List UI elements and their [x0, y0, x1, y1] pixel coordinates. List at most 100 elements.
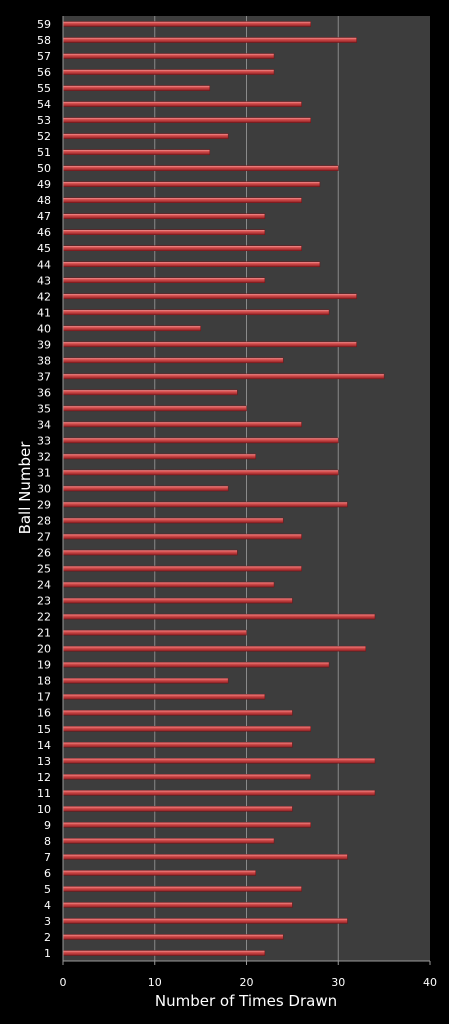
- bar-ball-43: [62, 277, 266, 284]
- y-tick-label: 53: [37, 114, 51, 127]
- y-tick-label: 9: [44, 819, 51, 832]
- y-tick-label: 2: [44, 931, 51, 944]
- y-tick-label: 35: [37, 402, 51, 415]
- y-tick-label: 28: [37, 515, 51, 528]
- bar-ball-40: [62, 325, 201, 332]
- y-tick-label: 24: [37, 579, 51, 592]
- bar-ball-26: [62, 549, 238, 556]
- bar-ball-48: [62, 197, 302, 203]
- y-tick-label: 42: [37, 290, 51, 303]
- y-tick-label: 54: [37, 98, 51, 111]
- bar-ball-25: [62, 565, 302, 572]
- bars: [62, 21, 385, 956]
- bar-ball-55: [62, 85, 211, 91]
- y-tick-label: 59: [37, 18, 51, 31]
- bar-ball-14: [62, 742, 293, 748]
- y-tick-label: 8: [44, 835, 51, 848]
- bar-ball-59: [62, 21, 311, 27]
- y-tick-label: 33: [37, 434, 51, 447]
- x-axis-title: Number of Times Drawn: [155, 992, 337, 1010]
- bar-ball-37: [62, 373, 385, 380]
- bar-ball-31: [62, 469, 339, 476]
- bar-ball-21: [62, 629, 247, 636]
- y-tick-label: 46: [37, 226, 51, 239]
- y-tick-labels: 1234567891011121314151617181920212223242…: [37, 18, 51, 960]
- y-tick-label: 13: [37, 755, 51, 768]
- bar-ball-36: [62, 389, 238, 396]
- y-tick-label: 55: [37, 82, 51, 95]
- bar-ball-24: [62, 581, 275, 588]
- y-tick-label: 51: [37, 146, 51, 159]
- bar-ball-32: [62, 453, 256, 460]
- bar-ball-39: [62, 341, 357, 348]
- y-tick-label: 48: [37, 194, 51, 207]
- y-tick-label: 22: [37, 611, 51, 624]
- y-tick-label: 49: [37, 178, 51, 191]
- y-tick-label: 40: [37, 322, 51, 335]
- bar-ball-47: [62, 213, 266, 219]
- y-tick-label: 19: [37, 659, 51, 672]
- y-tick-label: 44: [37, 258, 51, 271]
- y-tick-label: 10: [37, 803, 51, 816]
- bar-ball-29: [62, 501, 348, 508]
- bar-ball-54: [62, 101, 302, 107]
- y-tick-label: 37: [37, 370, 51, 383]
- y-tick-label: 31: [37, 466, 51, 479]
- bar-ball-15: [62, 726, 311, 732]
- bar-ball-8: [62, 838, 275, 844]
- bar-ball-28: [62, 517, 284, 524]
- bar-ball-12: [62, 774, 311, 780]
- bar-ball-34: [62, 421, 302, 428]
- bar-ball-11: [62, 790, 376, 796]
- y-tick-label: 52: [37, 130, 51, 143]
- bar-ball-19: [62, 661, 330, 668]
- y-tick-label: 14: [37, 739, 51, 752]
- bar-ball-18: [62, 677, 229, 684]
- y-tick-label: 18: [37, 675, 51, 688]
- bar-ball-49: [62, 181, 321, 187]
- bar-ball-17: [62, 693, 266, 700]
- y-tick-label: 20: [37, 643, 51, 656]
- y-tick-label: 15: [37, 723, 51, 736]
- bar-ball-3: [62, 918, 348, 924]
- bar-ball-20: [62, 645, 367, 652]
- bar-ball-5: [62, 886, 302, 892]
- y-tick-label: 25: [37, 563, 51, 576]
- y-tick-label: 4: [44, 899, 51, 912]
- y-tick-label: 30: [37, 483, 51, 496]
- bar-ball-27: [62, 533, 302, 540]
- bar-ball-10: [62, 806, 293, 812]
- y-tick-label: 34: [37, 418, 51, 431]
- x-tick-label: 30: [331, 976, 345, 989]
- bar-ball-53: [62, 117, 311, 123]
- y-tick-label: 32: [37, 450, 51, 463]
- y-tick-label: 21: [37, 627, 51, 640]
- bar-ball-1: [62, 950, 266, 956]
- y-tick-label: 56: [37, 66, 51, 79]
- x-tick-label: 10: [148, 976, 162, 989]
- bar-ball-57: [62, 53, 275, 59]
- y-tick-label: 5: [44, 883, 51, 896]
- y-tick-label: 3: [44, 915, 51, 928]
- y-tick-label: 50: [37, 162, 51, 175]
- bar-ball-51: [62, 149, 211, 155]
- y-tick-label: 6: [44, 867, 51, 880]
- y-tick-label: 38: [37, 354, 51, 367]
- bar-ball-6: [62, 870, 256, 876]
- y-tick-label: 11: [37, 787, 51, 800]
- y-tick-label: 57: [37, 50, 51, 63]
- x-tick-labels: 0 10 20 30 40: [60, 976, 438, 989]
- bar-ball-2: [62, 934, 284, 940]
- y-tick-label: 1: [44, 947, 51, 960]
- y-tick-label: 58: [37, 34, 51, 47]
- x-tick-label: 40: [423, 976, 437, 989]
- y-axis-title: Ball Number: [16, 441, 34, 535]
- y-tick-label: 12: [37, 771, 51, 784]
- y-tick-label: 26: [37, 547, 51, 560]
- bar-ball-22: [62, 613, 376, 620]
- bar-ball-41: [62, 309, 330, 316]
- y-tick-label: 41: [37, 306, 51, 319]
- y-tick-label: 29: [37, 499, 51, 512]
- y-tick-label: 7: [44, 851, 51, 864]
